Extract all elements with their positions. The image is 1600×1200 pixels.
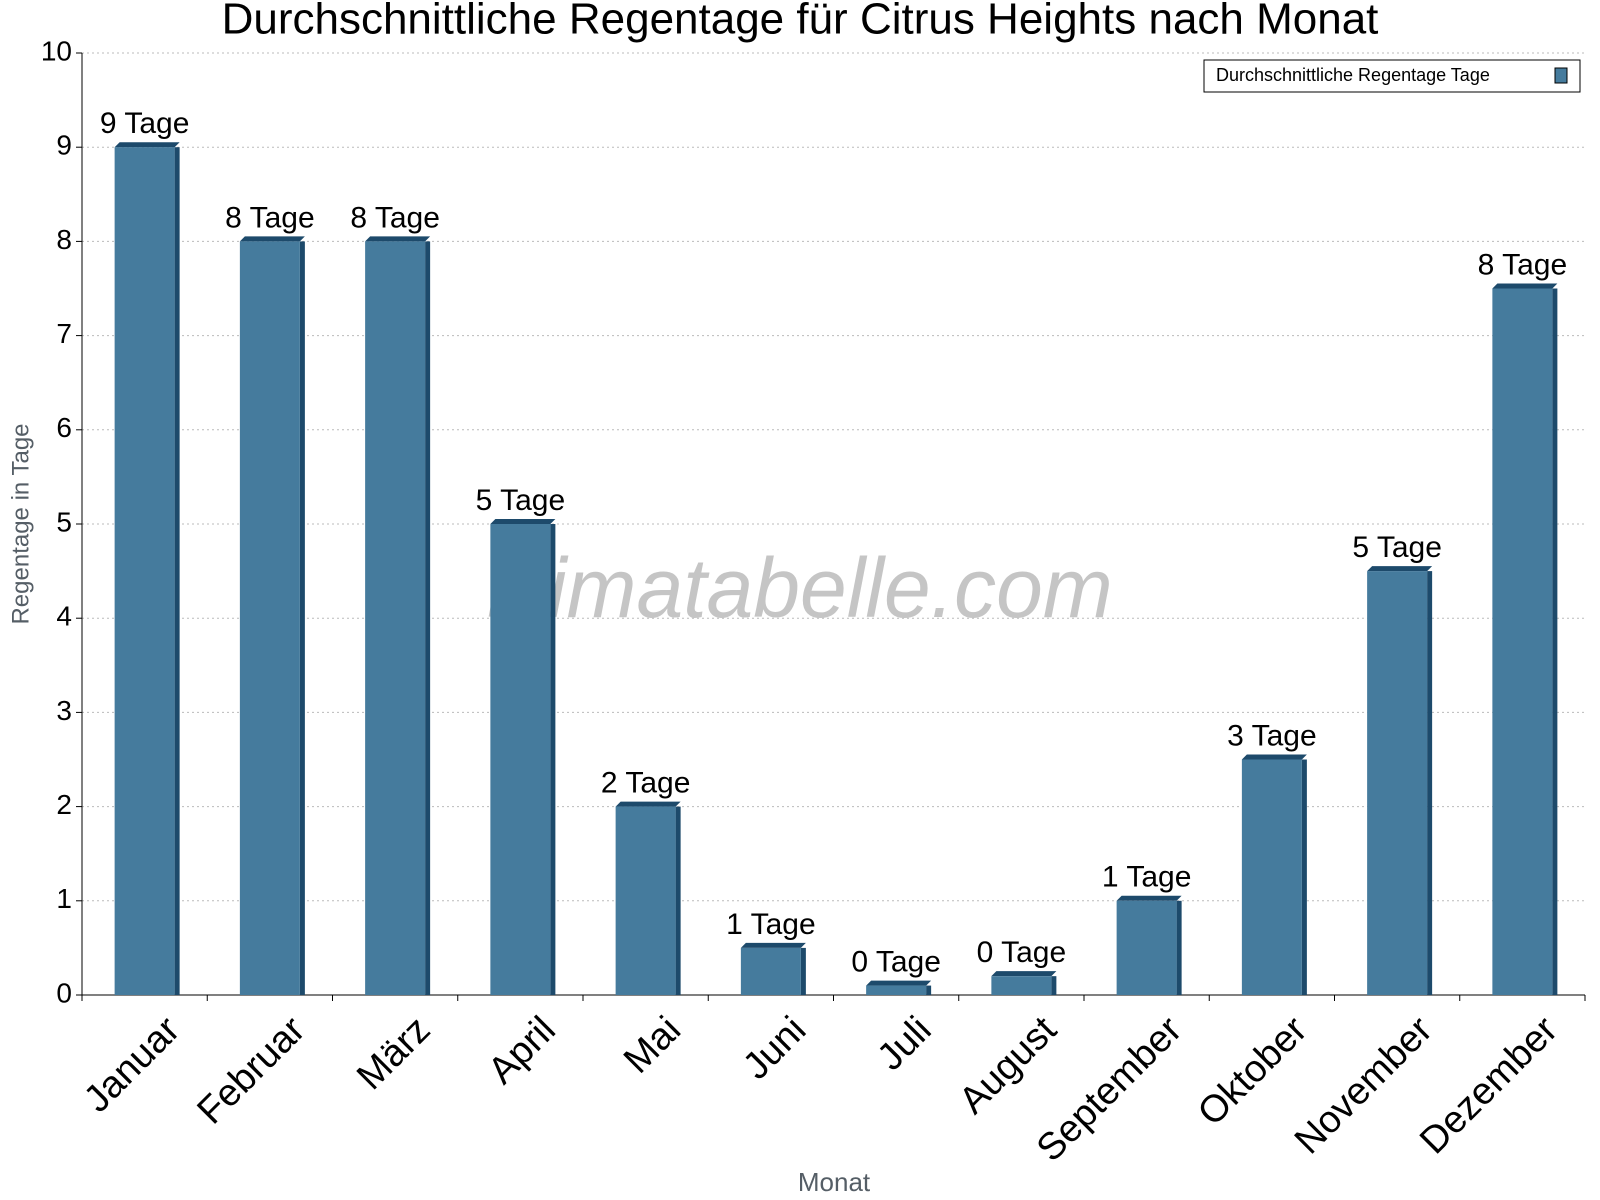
- bar: [114, 147, 175, 995]
- x-tick-label: April: [480, 1009, 563, 1092]
- bar-top: [1116, 895, 1182, 901]
- bar: [1116, 900, 1177, 995]
- bar-top: [991, 971, 1057, 977]
- y-tick-label: 2: [56, 789, 72, 820]
- y-tick-label: 7: [56, 318, 72, 349]
- x-tick-label: Januar: [76, 1009, 188, 1121]
- bar-side: [550, 524, 556, 995]
- value-label: 3 Tage: [1227, 719, 1317, 752]
- y-tick-label: 10: [41, 35, 72, 66]
- bar: [991, 976, 1052, 995]
- x-tick-label: Juni: [735, 1009, 814, 1088]
- y-axis-label: Regentage in Tage: [7, 423, 34, 624]
- value-label: 9 Tage: [100, 107, 190, 140]
- bar-side: [800, 947, 806, 995]
- y-tick-label: 1: [56, 883, 72, 914]
- watermark: klimatabelle.com: [487, 541, 1113, 635]
- bar-side: [1552, 288, 1558, 995]
- bar-side: [299, 241, 305, 995]
- bar: [239, 241, 300, 995]
- y-tick-label: 8: [56, 224, 72, 255]
- y-tick-label: 6: [56, 412, 72, 443]
- value-label: 0 Tage: [977, 936, 1067, 969]
- bar-side: [1176, 900, 1182, 995]
- value-label: 8 Tage: [350, 201, 440, 234]
- y-tick-label: 9: [56, 130, 72, 161]
- bar: [1241, 759, 1302, 995]
- bar-top: [1492, 283, 1558, 289]
- bar-top: [1241, 754, 1307, 760]
- bar: [740, 947, 801, 995]
- bar-side: [1051, 976, 1057, 995]
- bar: [490, 524, 551, 995]
- bar-side: [425, 241, 431, 995]
- y-tick-label: 0: [56, 977, 72, 1008]
- bar-top: [239, 236, 305, 242]
- bar-top: [114, 142, 180, 148]
- x-tick-label: Oktober: [1190, 1009, 1316, 1135]
- bar: [365, 241, 426, 995]
- value-label: 0 Tage: [851, 946, 941, 979]
- bar-side: [1427, 571, 1433, 995]
- value-label: 5 Tage: [476, 484, 566, 517]
- bar-side: [1301, 759, 1307, 995]
- bar-side: [675, 806, 681, 995]
- bar-top: [1367, 566, 1433, 572]
- x-tick-label: August: [951, 1008, 1065, 1122]
- bar: [1367, 571, 1428, 995]
- bar-top: [740, 942, 806, 948]
- y-tick-label: 5: [56, 506, 72, 537]
- bar-top: [615, 801, 681, 807]
- bar-top: [490, 519, 556, 524]
- value-label: 5 Tage: [1352, 531, 1442, 564]
- bar-side: [174, 147, 180, 995]
- x-axis-label: Monat: [798, 1167, 871, 1197]
- value-label: 2 Tage: [601, 767, 691, 800]
- bar: [615, 806, 676, 995]
- chart-title: Durchschnittliche Regentage für Citrus H…: [222, 0, 1379, 44]
- value-label: 8 Tage: [1478, 248, 1568, 281]
- bar: [866, 985, 927, 995]
- x-tick-label: Mai: [616, 1009, 689, 1082]
- x-tick-label: März: [349, 1009, 438, 1098]
- bar-top: [365, 236, 431, 242]
- legend-box: [1203, 59, 1581, 93]
- value-label: 1 Tage: [1102, 861, 1192, 894]
- legend-label: Durchschnittliche Regentage Tage: [1216, 65, 1490, 85]
- bar-top: [866, 980, 932, 986]
- bar: [1492, 288, 1553, 995]
- value-label: 8 Tage: [225, 201, 315, 234]
- x-tick-label: Februar: [190, 1009, 314, 1133]
- bar-side: [926, 985, 932, 995]
- x-tick-label: Juli: [870, 1009, 940, 1079]
- y-tick-label: 4: [56, 601, 72, 632]
- y-tick-label: 3: [56, 695, 72, 726]
- x-tick-label: Dezember: [1412, 1009, 1566, 1163]
- legend-swatch: [1554, 67, 1568, 84]
- value-label: 1 Tage: [726, 908, 816, 941]
